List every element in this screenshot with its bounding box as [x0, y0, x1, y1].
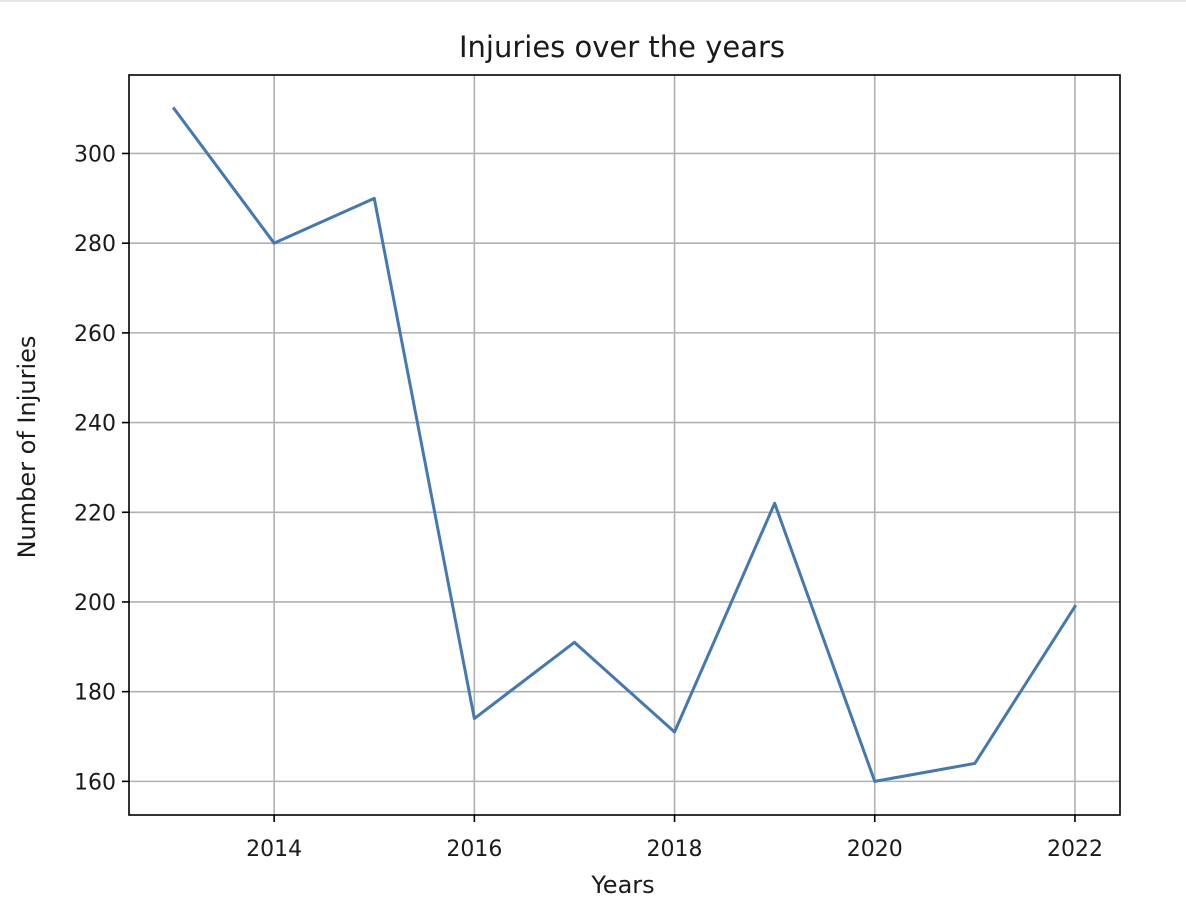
x-tick-label-2022: 2022 — [1047, 837, 1103, 862]
top-border — [0, 0, 1186, 2]
grid — [129, 75, 1120, 815]
plot-area — [128, 74, 1121, 816]
ticks: 2014 2016 2018 2020 2022 160 180 200 220 240 260 28… — [74, 142, 1103, 862]
y-tick-label-200: 200 — [74, 591, 116, 616]
y-tick-label-300: 300 — [74, 142, 116, 167]
y-tick-label-180: 180 — [74, 681, 116, 706]
x-tick-label-2016: 2016 — [446, 837, 502, 862]
x-axis-label: Years — [590, 871, 654, 899]
chart-title: Injuries over the years — [459, 30, 785, 64]
y-tick-label-160: 160 — [74, 770, 116, 795]
plot-frame — [128, 74, 1121, 816]
y-tick-label-240: 240 — [74, 412, 116, 437]
y-tick-label-280: 280 — [74, 232, 116, 257]
x-tick-label-2020: 2020 — [847, 837, 903, 862]
x-tick-label-2014: 2014 — [246, 837, 302, 862]
x-tick-label-2018: 2018 — [647, 837, 703, 862]
y-tick-label-220: 220 — [74, 501, 116, 526]
series-layer — [171, 106, 1078, 783]
y-tick-label-260: 260 — [74, 322, 116, 347]
series-line-0 — [171, 106, 1078, 783]
y-axis-label: Number of Injuries — [13, 336, 41, 559]
